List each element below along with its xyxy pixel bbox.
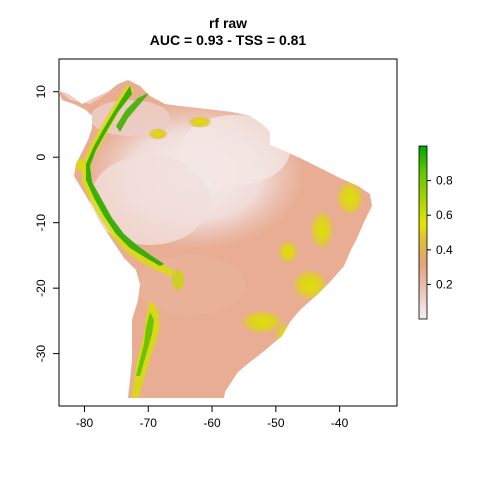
chart-title: rf raw <box>209 15 247 31</box>
raster-patch-bahia <box>310 210 334 250</box>
x-tick-label: -70 <box>140 416 158 430</box>
y-tick-label: -30 <box>34 345 48 363</box>
raster-patch-goias <box>278 240 298 264</box>
raster-patch-minas <box>292 269 328 301</box>
raster-amazon-low-2 <box>90 155 210 245</box>
colorbar-tick-label: 0.2 <box>436 277 453 291</box>
x-tick-label: -60 <box>203 416 221 430</box>
raster-patch-venezuela <box>188 116 212 128</box>
colorbar-ramp <box>418 145 428 320</box>
chart-subtitle: AUC = 0.93 - TSS = 0.81 <box>150 32 307 48</box>
raster-patch-parana <box>275 323 295 347</box>
raster-patch-northeast <box>336 180 364 216</box>
x-tick-label: -80 <box>76 416 94 430</box>
y-tick-label: 10 <box>34 85 48 99</box>
raster-andes-north-branch <box>116 92 150 132</box>
raster-south-andes-core <box>136 312 154 376</box>
raster-amazon-low-3 <box>180 115 290 185</box>
x-tick-label: -40 <box>331 416 349 430</box>
suitability-raster <box>58 80 372 398</box>
raster-patch-southeast <box>240 310 284 334</box>
x-tick-label: -50 <box>267 416 285 430</box>
colorbar-legend: 0.2 0.4 0.6 0.8 <box>418 145 453 320</box>
y-tick-label: -10 <box>34 214 48 232</box>
raster-patch-colombia-east <box>148 128 168 140</box>
y-tick-label: 0 <box>34 154 48 161</box>
colorbar-tick-label: 0.4 <box>436 243 453 257</box>
raster-patch-bolivia <box>172 270 184 290</box>
colorbar-tick-label: 0.8 <box>436 174 453 188</box>
x-axis: -80 -70 -60 -50 -40 <box>76 406 349 430</box>
plot-frame <box>58 58 398 407</box>
y-tick-label: -20 <box>34 279 48 297</box>
y-axis: 10 0 -10 -20 -30 <box>34 85 59 363</box>
colorbar-tick-label: 0.6 <box>436 208 453 222</box>
raster-andes-core <box>86 86 164 266</box>
